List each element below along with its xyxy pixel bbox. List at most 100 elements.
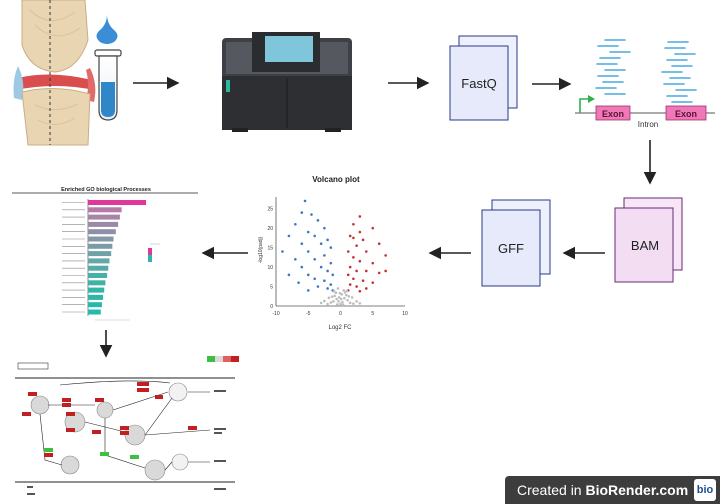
volcano-point [348,265,352,269]
exon-1-label: Exon [602,109,624,119]
volcano-point [343,296,346,300]
go-chart-title: Enriched GO biological Processes [61,187,151,193]
volcano-point [350,296,354,299]
go-bar [88,265,109,271]
volcano-point [332,300,335,303]
go-bar [88,309,101,315]
exon-2-label: Exon [675,109,697,119]
volcano-y-tick-label: 10 [267,265,273,271]
volcano-point [326,238,329,242]
volcano-point [347,294,351,298]
go-category-labels [62,202,85,313]
volcano-point [336,287,340,290]
volcano-point [306,289,310,292]
volcano-x-tick-label: 5 [371,311,374,317]
volcano-point [313,234,317,238]
go-bar [88,251,112,257]
volcano-point [333,294,336,298]
volcano-point [313,257,317,261]
volcano-point [300,242,304,246]
intron-label: Intron [638,120,658,129]
fastq-label: FastQ [461,76,496,91]
footer-brand: BioRender.com [585,482,689,498]
footer-prefix: Created in [517,482,586,498]
go-bar [88,294,104,300]
volcano-point [365,287,368,290]
bam-file-node: BAM [614,197,683,283]
volcano-point [384,269,387,273]
biorender-logo-icon: bio [694,479,716,501]
volcano-point [348,301,352,305]
volcano-point [287,273,291,277]
volcano-point [287,234,291,238]
volcano-point [358,215,362,218]
volcano-y-tick-label: 15 [267,246,273,252]
volcano-point [335,303,339,306]
volcano-x-ticks: -10 -5 0 5 10 [272,311,408,317]
go-enrichment-chart: Enriched GO biological Processes [12,187,198,321]
volcano-point [329,261,333,265]
go-bar [88,221,119,227]
volcano-point [327,296,331,300]
volcano-point [348,234,352,238]
biorender-footer: Created in BioRender.com bio [505,476,720,504]
volcano-point [358,301,362,305]
go-bar [88,302,102,308]
volcano-point [335,297,338,301]
volcano-point [294,257,297,261]
volcano-y-tick-label: 25 [267,207,273,213]
volcano-point [377,271,381,275]
volcano-point [346,298,349,302]
volcano-points [281,199,387,307]
go-bar [88,273,108,278]
volcano-point [316,285,320,288]
volcano-point [358,230,362,234]
volcano-point [329,246,333,249]
volcano-point [384,254,387,257]
volcano-point [326,302,329,306]
volcano-point [339,302,342,306]
volcano-point [346,250,350,253]
volcano-title: Volcano plot [312,175,360,184]
volcano-point [345,289,349,293]
volcano-x-tick-label: -5 [306,311,311,317]
volcano-point [329,301,333,304]
volcano-point [371,261,375,265]
go-bars [88,200,146,315]
volcano-point [326,269,329,273]
sequencer-icon [222,32,352,132]
bam-label: BAM [631,238,659,253]
volcano-point [377,242,381,246]
volcano-point [337,296,341,299]
volcano-x-tick-label: 10 [402,311,408,317]
pathway-map [15,356,239,495]
gene-boxes [22,382,197,459]
fastq-file-node: FastQ [449,35,518,121]
volcano-ylabel: -log10(padj) [258,236,264,263]
volcano-point [323,254,326,257]
volcano-point [352,236,355,240]
volcano-point [319,265,323,269]
go-bar [88,280,106,286]
volcano-xlabel: Log2 FC [328,325,352,331]
volcano-point [319,301,323,305]
volcano-point [319,242,323,246]
volcano-point [310,213,313,216]
blood-sample-tube [94,14,122,121]
volcano-y-ticks: 0 5 10 15 20 25 [267,207,273,310]
volcano-point [300,211,304,214]
gff-label: GFF [498,241,524,256]
knee-joint-illustration [13,0,96,146]
go-bar [88,236,114,242]
volcano-point [326,287,329,290]
volcano-point [365,250,368,253]
volcano-x-tick-label: -10 [272,311,279,317]
volcano-point [323,299,326,303]
volcano-point [323,226,326,230]
volcano-point [337,300,340,303]
volcano-point [342,289,346,292]
volcano-point [316,219,320,222]
volcano-point [300,265,304,269]
go-bar [88,258,110,264]
